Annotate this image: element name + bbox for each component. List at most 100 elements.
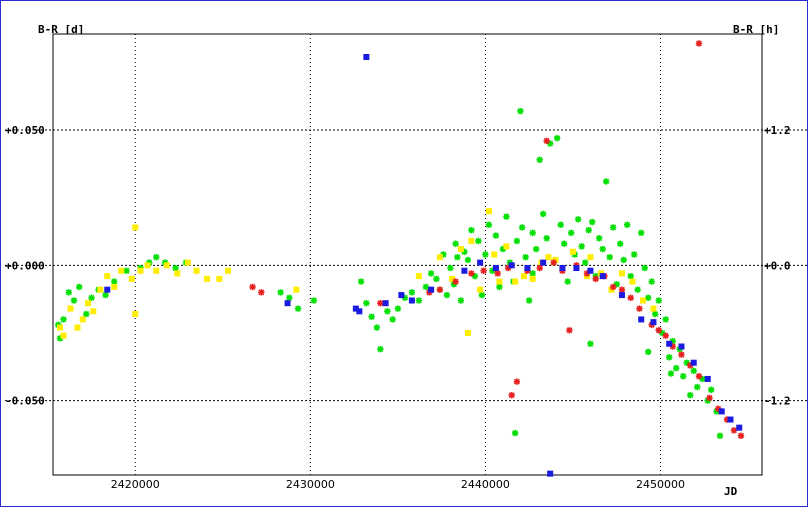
data-point [511, 429, 519, 437]
data-point [545, 254, 552, 261]
data-points [55, 40, 745, 477]
data-point [678, 351, 685, 358]
x-tick-label: 2450000 [636, 478, 685, 491]
data-point [727, 416, 734, 423]
data-point [695, 40, 703, 47]
data-point [461, 267, 468, 274]
data-point [557, 221, 564, 228]
data-point [480, 267, 487, 274]
data-point [567, 229, 575, 237]
data-point [85, 300, 92, 307]
data-point [618, 292, 625, 299]
data-point [655, 297, 662, 304]
data-point [662, 316, 669, 323]
data-point [482, 251, 489, 258]
data-point [468, 237, 475, 244]
data-point [673, 364, 680, 372]
data-point [566, 327, 573, 334]
data-point [581, 259, 589, 266]
data-point [436, 286, 444, 293]
y-axis-label-left: B-R [d] [38, 23, 84, 36]
data-point [193, 267, 200, 274]
data-point [163, 262, 170, 269]
y-tick-label-right: -1.2 [764, 395, 791, 408]
data-point [352, 305, 359, 312]
data-point [76, 283, 83, 291]
data-point [485, 208, 492, 215]
data-point [394, 305, 402, 312]
data-point [57, 324, 64, 331]
data-point [695, 373, 703, 380]
data-point [704, 375, 711, 382]
data-point [715, 405, 722, 412]
data-point [573, 265, 580, 272]
data-point [512, 278, 519, 285]
data-point [74, 324, 81, 331]
data-point [398, 292, 405, 299]
data-point [522, 254, 529, 261]
data-point [368, 313, 375, 320]
data-point [67, 305, 74, 312]
data-point [491, 251, 498, 258]
data-point [737, 432, 745, 439]
data-point [578, 243, 585, 250]
data-point [592, 275, 599, 283]
data-point [478, 291, 486, 299]
data-point [609, 283, 617, 291]
data-point [83, 310, 90, 318]
x-tick-label: 2440000 [461, 478, 510, 491]
data-point [508, 262, 515, 269]
data-point [373, 324, 381, 331]
data-point [587, 340, 594, 347]
data-point [564, 278, 571, 285]
data-point [520, 273, 527, 280]
data-point [620, 256, 627, 264]
data-point [666, 340, 673, 347]
data-point [184, 259, 191, 266]
data-point [60, 332, 67, 339]
data-point [428, 286, 435, 293]
data-point [97, 286, 104, 293]
data-point [666, 354, 673, 361]
data-point [153, 254, 160, 261]
data-point [452, 278, 459, 285]
data-point [104, 273, 111, 280]
data-point [286, 294, 293, 301]
data-point [503, 243, 510, 250]
data-point [508, 391, 515, 399]
data-point [468, 270, 475, 277]
y-tick-label-left: +0.000 [5, 259, 45, 272]
data-point [389, 316, 396, 323]
data-point [638, 229, 645, 237]
data-point [447, 264, 454, 272]
data-point [638, 316, 645, 323]
data-point [454, 254, 461, 261]
data-point [111, 283, 118, 290]
data-point [118, 267, 125, 274]
data-point [102, 291, 109, 299]
data-point [513, 237, 521, 245]
data-point [525, 297, 533, 304]
data-point [609, 224, 617, 231]
data-point [363, 53, 370, 60]
data-point [680, 373, 687, 380]
data-point [60, 316, 67, 323]
data-point [153, 267, 160, 274]
data-point [408, 297, 415, 304]
data-point [694, 383, 701, 391]
x-axis-label: JD [724, 485, 738, 498]
data-point [144, 262, 151, 269]
data-point [560, 240, 568, 247]
data-point [310, 297, 318, 304]
data-point [559, 265, 566, 272]
data-point [384, 308, 391, 315]
data-point [65, 289, 72, 296]
data-point [634, 286, 641, 293]
data-point [618, 286, 626, 293]
data-point [631, 251, 638, 258]
data-point [422, 283, 430, 291]
data-point [294, 305, 302, 312]
data-point [518, 224, 526, 231]
data-point [137, 267, 144, 274]
data-point [706, 394, 713, 402]
